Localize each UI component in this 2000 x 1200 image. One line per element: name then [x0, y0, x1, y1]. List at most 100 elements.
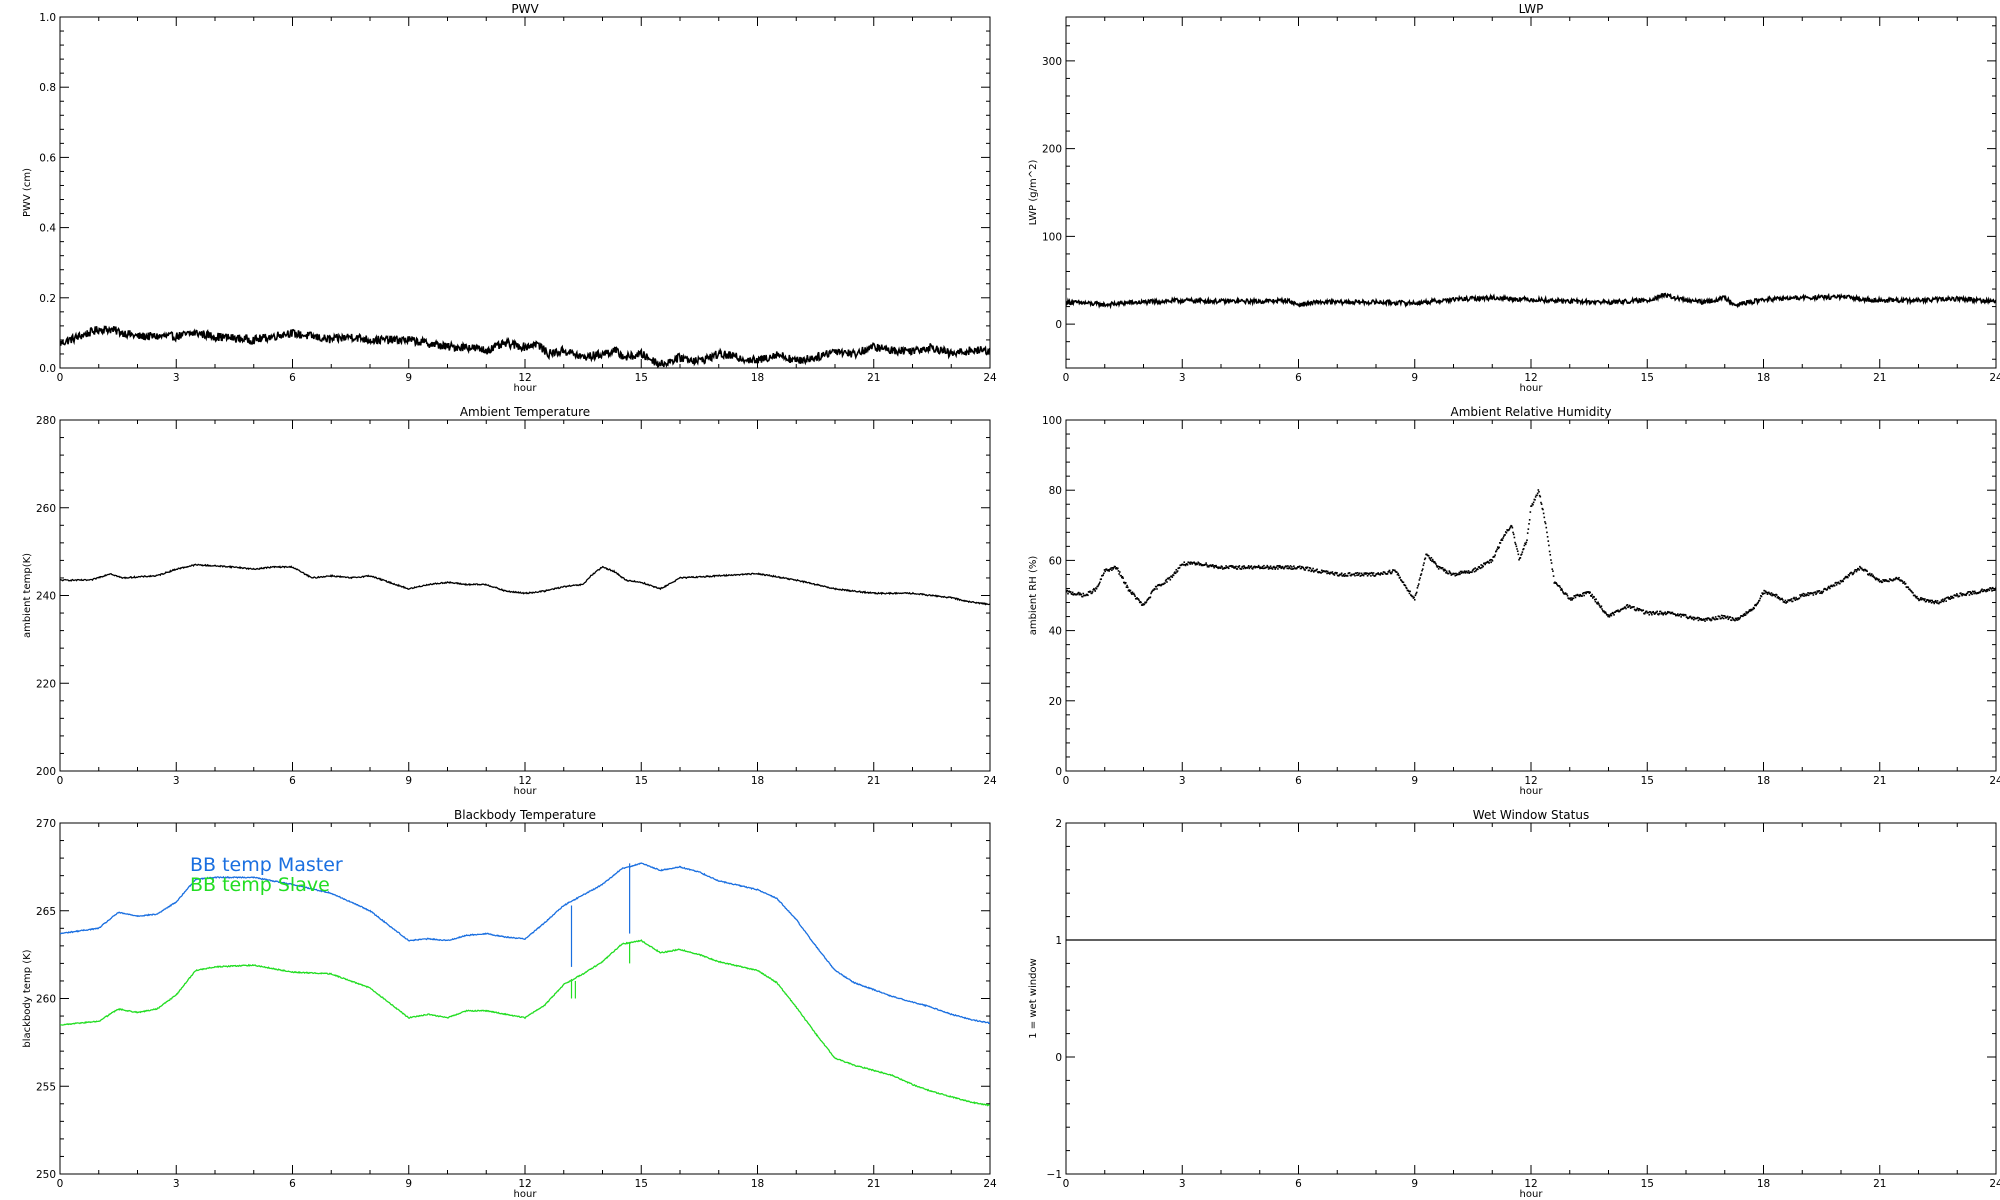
y-axis-label: blackbody temp (K): [22, 949, 33, 1047]
data-point: [1560, 589, 1562, 591]
data-point: [1131, 591, 1134, 594]
data-point: [1125, 586, 1128, 589]
data-point: [1941, 600, 1943, 602]
data-point: [1979, 590, 1982, 593]
data-point: [1870, 574, 1872, 576]
data-point: [1502, 537, 1504, 539]
data-point: [1141, 604, 1144, 606]
y-tick-label: 200: [1042, 144, 1062, 156]
x-axis-label: hour: [1520, 786, 1544, 797]
data-point: [1550, 562, 1553, 564]
data-point: [1524, 542, 1526, 545]
data-point: [1098, 582, 1101, 585]
x-tick-label: 0: [57, 1178, 64, 1190]
data-point: [1259, 567, 1261, 570]
data-point: [1951, 595, 1953, 598]
data-point: [1241, 565, 1244, 568]
data-point: [1930, 599, 1932, 602]
data-point: [1809, 592, 1811, 595]
data-point: [1287, 567, 1290, 570]
data-point: [1176, 571, 1178, 573]
data-point: [1292, 567, 1294, 570]
data-point: [1188, 562, 1191, 564]
y-tick-label: 255: [36, 1081, 56, 1093]
data-point: [1207, 565, 1209, 567]
data-point: [1929, 600, 1932, 603]
chart-panel-pwv: PWV 0 3 6 9 12 15 18 21 24 hour 0.0 0.2 0.4 0.6 0.8 1.0 P…: [22, 2, 997, 394]
data-point: [1942, 600, 1945, 603]
data-point: [1699, 618, 1702, 621]
data-point: [1407, 590, 1410, 592]
data-point: [1596, 603, 1599, 605]
data-point: [1510, 525, 1513, 528]
data-point: [1069, 591, 1072, 593]
data-point: [1449, 572, 1452, 575]
data-point: [1066, 589, 1069, 592]
data-point: [1758, 599, 1761, 602]
data-point: [1437, 565, 1439, 568]
data-point: [1720, 614, 1723, 617]
data-point: [1807, 594, 1810, 597]
data-point: [1119, 571, 1121, 573]
data-point: [1722, 615, 1724, 617]
data-point: [1259, 566, 1262, 569]
data-point: [1520, 553, 1523, 555]
data-point: [1110, 567, 1112, 569]
data-point: [1931, 599, 1934, 602]
data-point: [1700, 618, 1702, 620]
x-tick-label: 9: [1411, 775, 1418, 787]
data-point: [1928, 601, 1930, 603]
data-point: [1774, 595, 1777, 598]
data-point: [1903, 581, 1906, 583]
data-point: [1296, 566, 1298, 569]
x-tick-label: 0: [1063, 775, 1070, 787]
data-point: [1434, 562, 1437, 564]
data-point: [1394, 569, 1396, 572]
data-point: [1257, 564, 1260, 567]
data-point: [1947, 596, 1949, 599]
data-point: [1422, 564, 1425, 567]
data-point: [1734, 617, 1737, 620]
x-tick-label: 0: [57, 372, 64, 384]
data-point: [1129, 589, 1132, 592]
data-point: [1231, 566, 1233, 568]
x-tick-label: 12: [1524, 775, 1537, 787]
data-point: [1614, 611, 1617, 613]
data-point: [1166, 581, 1168, 583]
data-point: [1331, 571, 1334, 573]
data-point: [1649, 611, 1652, 613]
y-tick-label: 1.0: [39, 12, 56, 24]
data-point: [1379, 574, 1382, 576]
x-tick-label: 24: [1989, 1178, 2000, 1190]
data-point: [1982, 590, 1985, 593]
data-point: [1435, 563, 1437, 565]
data-point: [1819, 592, 1822, 594]
data-point: [1793, 596, 1795, 599]
data-point: [1333, 574, 1336, 576]
data-point: [1922, 598, 1925, 600]
data-point: [1368, 573, 1370, 576]
data-point: [1625, 607, 1627, 610]
data-point: [1147, 598, 1150, 600]
data-point: [1718, 615, 1721, 618]
data-point: [1801, 594, 1804, 597]
data-point: [1191, 563, 1194, 565]
data-point: [1164, 582, 1166, 584]
data-point: [1587, 591, 1590, 593]
data-point: [1943, 599, 1945, 602]
data-point: [1117, 570, 1120, 572]
data-point: [1290, 568, 1292, 570]
data-point: [1325, 570, 1328, 572]
data-point: [1134, 595, 1136, 598]
data-point: [1344, 573, 1346, 575]
data-point: [1914, 595, 1917, 598]
data-point: [1841, 580, 1843, 583]
x-tick-label: 15: [1641, 372, 1654, 384]
data-point: [1097, 584, 1100, 586]
data-point: [1666, 612, 1668, 614]
data-point: [1721, 616, 1724, 619]
data-point: [1123, 581, 1126, 584]
data-point: [1154, 588, 1156, 590]
plot-frame: [59, 419, 991, 772]
data-point: [1748, 609, 1751, 611]
